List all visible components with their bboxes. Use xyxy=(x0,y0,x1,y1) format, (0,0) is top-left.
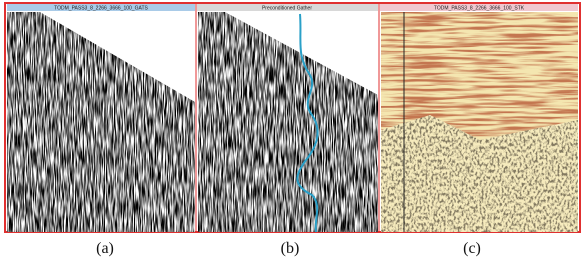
page: {"panels": [ {"title": "TODM_PASS3_8_226… xyxy=(0,0,585,261)
panel-title: TODM_PASS3_8_2266_3666_100_STK xyxy=(434,6,525,12)
panel-title: Preconditioned Gather xyxy=(262,6,312,12)
caption: (a) xyxy=(96,240,114,257)
figure: TODM_PASS3_8_2266_3666_100_GATS Precondi… xyxy=(0,0,585,261)
panel-title: TODM_PASS3_8_2266_3666_100_GATS xyxy=(54,6,148,12)
caption: (c) xyxy=(463,240,481,257)
caption: (b) xyxy=(281,240,300,257)
seismic-stack xyxy=(381,12,578,232)
